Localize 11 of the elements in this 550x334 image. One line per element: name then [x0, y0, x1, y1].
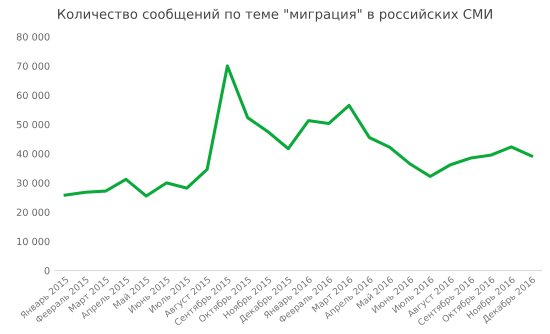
y-tick-label: 10 000 [17, 238, 50, 246]
y-tick-label: 0 [44, 267, 50, 274]
chart-title: Количество сообщений по теме "миграция" в российских СМИ [58, 8, 492, 22]
line-series [64, 64, 534, 198]
y-tick-label: 70 000 [16, 62, 50, 70]
y-tick-label: 60 000 [16, 92, 50, 100]
y-tick-label: 30 000 [16, 179, 50, 187]
y-tick-label: 40 000 [16, 150, 50, 158]
y-tick-label: 80 000 [16, 33, 50, 41]
y-tick-label: 20 000 [16, 208, 50, 216]
y-tick-label: 50 000 [16, 120, 50, 128]
